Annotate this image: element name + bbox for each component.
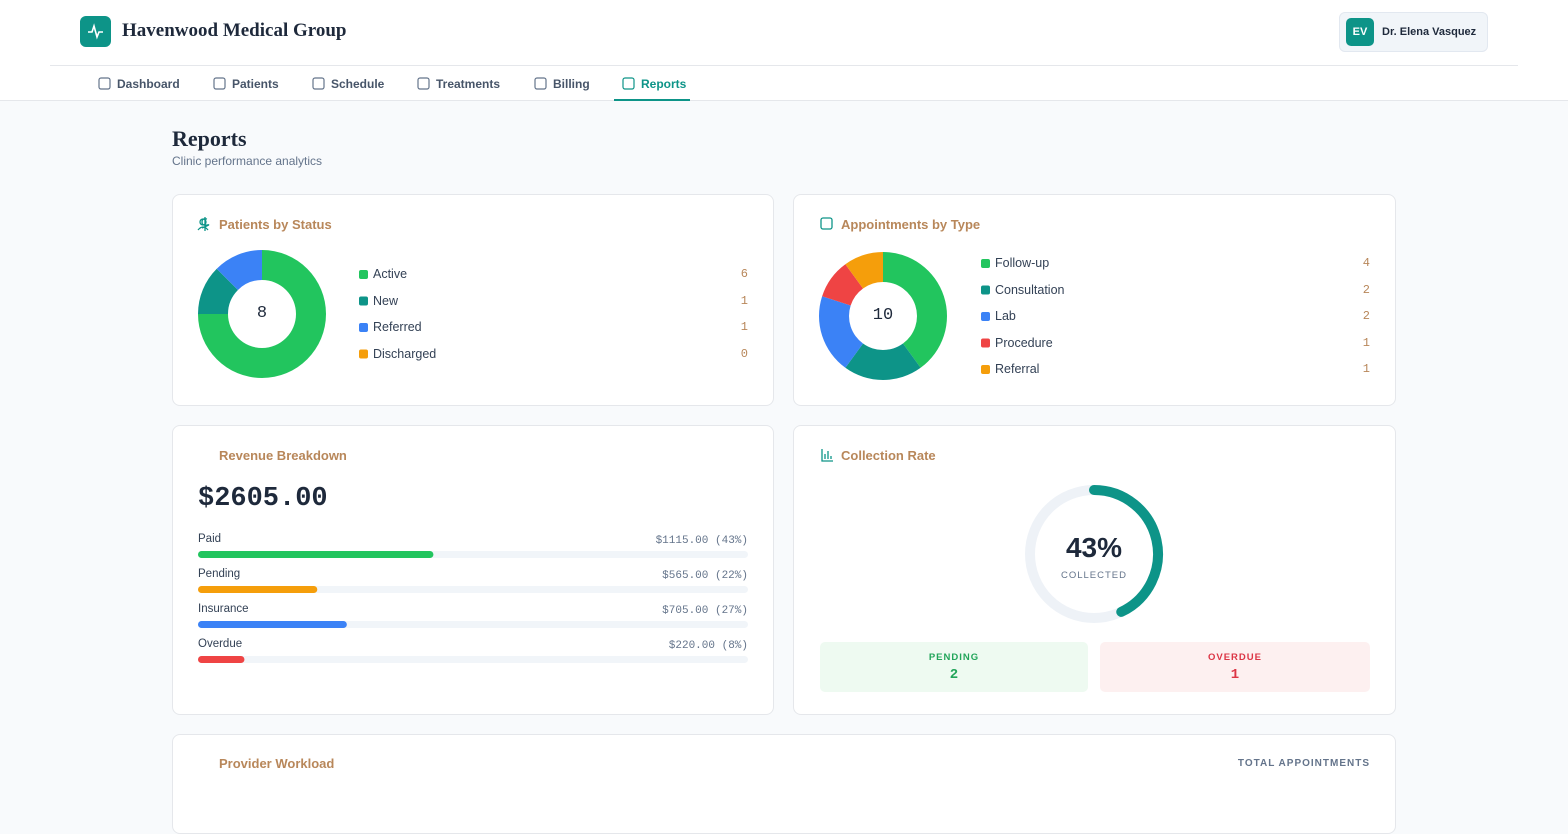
- stat-value: 2: [949, 667, 959, 683]
- legend-label: Procedure: [995, 335, 1053, 350]
- card-title: Collection Rate: [841, 448, 936, 463]
- legend-label: Active: [373, 267, 408, 281]
- legend-dot: [981, 259, 990, 268]
- chart-layer: [98, 77, 1163, 663]
- legend-value: 2: [1362, 309, 1370, 323]
- nav-item[interactable]: Reports: [641, 77, 687, 91]
- donut-total: 8: [256, 304, 268, 323]
- bar: [198, 621, 347, 628]
- nav-icon: [98, 77, 111, 90]
- nav-item[interactable]: Patients: [232, 77, 279, 91]
- gauge-caption: COLLECTED: [1060, 570, 1127, 581]
- bar: [198, 551, 434, 558]
- card-title: Revenue Breakdown: [219, 448, 347, 463]
- logo: [80, 16, 111, 47]
- stat-label: PENDING: [928, 652, 980, 663]
- donut-segment: [845, 252, 883, 289]
- stat-box: [1100, 642, 1370, 692]
- legend-value: 1: [1362, 335, 1370, 350]
- stat-value: 1: [1230, 667, 1240, 683]
- legend-dot: [981, 365, 990, 374]
- app-title: Havenwood Medical Group: [122, 20, 347, 41]
- legend-label: Discharged: [373, 346, 437, 361]
- stat-label: OVERDUE: [1208, 652, 1262, 663]
- bar-label: Paid: [198, 533, 222, 545]
- bar-track: [198, 586, 748, 593]
- nav-icon: [213, 77, 226, 90]
- donut-segment: [845, 343, 921, 381]
- nav-icon: [417, 77, 430, 90]
- bar-value: $565.00 (22%): [662, 570, 748, 582]
- icons: [197, 217, 833, 462]
- bar-track: [198, 656, 748, 663]
- active-tab-underline: [614, 99, 690, 101]
- legend-value: 4: [1362, 256, 1370, 270]
- nav-icon: [312, 77, 325, 90]
- stat-box: [820, 642, 1088, 692]
- bar-value: $220.00 (8%): [668, 640, 748, 652]
- donut-segment: [883, 252, 948, 368]
- donut-segment: [216, 250, 262, 290]
- revenue-total: $2605.00: [198, 484, 328, 514]
- nav-item[interactable]: Dashboard: [117, 77, 180, 91]
- gauge-value: 43%: [1065, 532, 1123, 563]
- nav-item[interactable]: Schedule: [331, 77, 385, 91]
- nav-item[interactable]: Treatments: [436, 77, 501, 91]
- bar: [198, 656, 245, 663]
- legend-label: New: [373, 293, 399, 308]
- donut-segment: [822, 264, 864, 306]
- card-title: Patients by Status: [219, 217, 332, 232]
- header: [0, 0, 1568, 101]
- divider: [50, 65, 1518, 66]
- donut-segment: [819, 296, 864, 368]
- bar: [198, 586, 318, 593]
- avatar: EV: [1346, 18, 1374, 46]
- legend-dot: [981, 285, 990, 295]
- legend-dot: [359, 270, 368, 279]
- page-subtitle: Clinic performance analytics: [172, 154, 323, 168]
- bar-value: $1115.00 (43%): [655, 535, 748, 547]
- nav-item[interactable]: Billing: [553, 77, 590, 91]
- legend-label: Consultation: [995, 282, 1065, 297]
- user-name: Dr. Elena Vasquez: [1382, 26, 1477, 38]
- bar-label: Insurance: [198, 603, 249, 615]
- donut-segment: [198, 250, 326, 378]
- legend-dot: [359, 323, 368, 332]
- legend-label: Referred: [373, 320, 422, 334]
- donut-segment: [198, 268, 238, 314]
- card-title: Appointments by Type: [841, 217, 981, 232]
- legend-label: Follow-up: [995, 256, 1050, 270]
- card: [172, 425, 774, 715]
- gauge-arc: [1089, 485, 1163, 617]
- nav-icon: [622, 77, 635, 90]
- legend-value: 6: [740, 267, 748, 281]
- legend-dot: [981, 338, 990, 348]
- donut-total: 10: [872, 306, 894, 325]
- nav-icon: [534, 77, 547, 90]
- page-title: Reports: [172, 126, 247, 151]
- legend-dot: [359, 296, 368, 306]
- legend-value: 0: [740, 346, 748, 361]
- logo-icon: [88, 23, 103, 40]
- legend-value: 2: [1362, 282, 1370, 297]
- legend-label: Referral: [995, 362, 1040, 376]
- bar-label: Pending: [198, 568, 241, 580]
- bar-label: Overdue: [198, 638, 243, 650]
- legend-value: 1: [740, 320, 748, 334]
- legend-value: 1: [740, 293, 748, 308]
- legend-value: 1: [1362, 362, 1370, 376]
- legend-label: Lab: [995, 309, 1016, 323]
- legend-dot: [359, 349, 368, 359]
- bar-value: $705.00 (27%): [662, 605, 748, 617]
- legend-dot: [981, 312, 990, 321]
